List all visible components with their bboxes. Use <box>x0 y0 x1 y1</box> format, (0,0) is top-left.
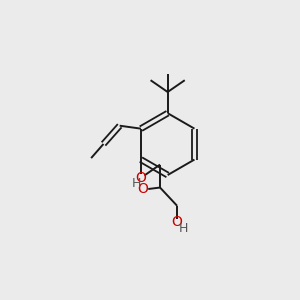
Text: O: O <box>137 182 148 196</box>
Text: O: O <box>172 215 182 229</box>
Text: H: H <box>132 177 141 190</box>
Text: H: H <box>179 222 188 235</box>
Text: O: O <box>136 171 146 185</box>
